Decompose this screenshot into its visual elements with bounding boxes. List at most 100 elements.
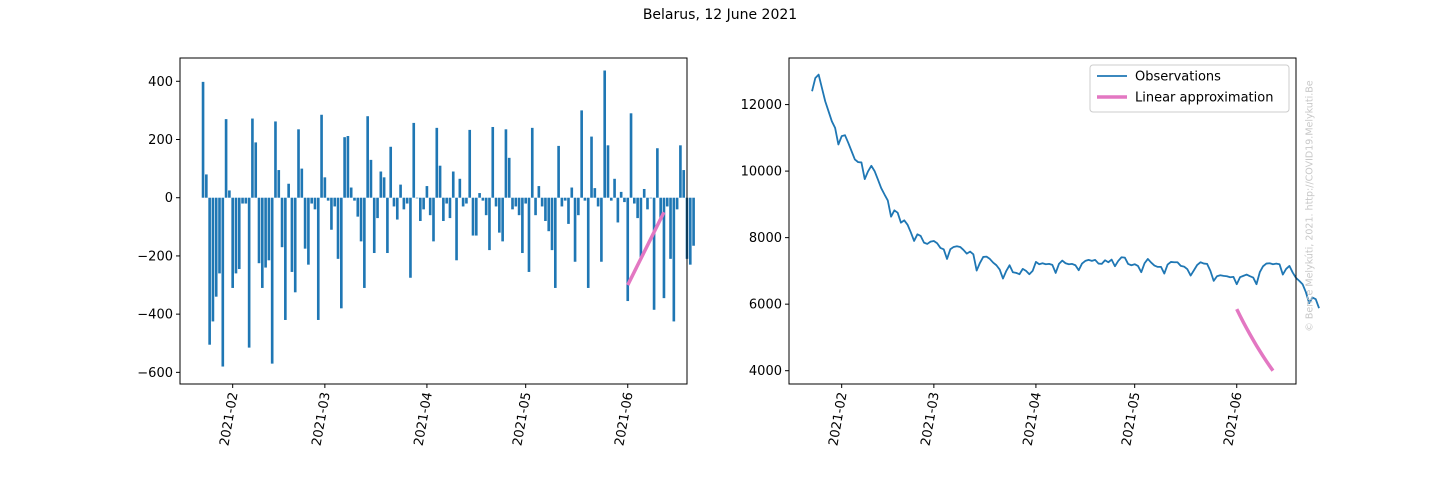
bar bbox=[484, 197, 488, 216]
bar bbox=[517, 197, 521, 216]
bar bbox=[234, 197, 238, 274]
bar bbox=[560, 197, 564, 207]
bar bbox=[224, 119, 228, 198]
bar bbox=[372, 197, 376, 254]
x-tick-label: 2021-03 bbox=[919, 391, 943, 447]
bar bbox=[596, 197, 600, 207]
bar bbox=[527, 197, 531, 272]
bar bbox=[544, 197, 547, 221]
bar bbox=[228, 190, 231, 198]
bar bbox=[419, 197, 422, 221]
bar bbox=[287, 183, 290, 198]
bar bbox=[682, 170, 686, 198]
bar bbox=[669, 197, 672, 259]
bar bbox=[633, 197, 636, 204]
bar bbox=[260, 197, 264, 288]
y-tick-label: 0 bbox=[165, 191, 173, 206]
x-tick-label: 2021-05 bbox=[510, 391, 534, 447]
legend-label: Linear approximation bbox=[1135, 91, 1273, 106]
bar bbox=[366, 116, 369, 198]
bar bbox=[488, 197, 491, 251]
x-tick-label: 2021-05 bbox=[1119, 391, 1143, 447]
bar bbox=[218, 197, 221, 274]
bar bbox=[646, 197, 649, 210]
bar bbox=[494, 197, 498, 207]
bar bbox=[675, 197, 679, 210]
observations-line bbox=[811, 73, 1320, 309]
bar bbox=[511, 197, 514, 210]
bar bbox=[323, 177, 327, 198]
bar bbox=[425, 186, 429, 198]
bar bbox=[326, 197, 330, 201]
x-tick-label: 2021-04 bbox=[1021, 391, 1045, 447]
bar bbox=[330, 197, 333, 230]
bar bbox=[247, 197, 251, 348]
bar bbox=[649, 197, 653, 199]
bar bbox=[264, 197, 267, 268]
bar bbox=[270, 197, 274, 364]
bar bbox=[481, 197, 485, 201]
approximation-line bbox=[1235, 308, 1275, 372]
bar bbox=[580, 110, 583, 198]
bar bbox=[376, 197, 379, 219]
bar bbox=[428, 197, 432, 216]
bar bbox=[313, 197, 317, 210]
bar bbox=[307, 197, 310, 265]
bar bbox=[619, 191, 623, 198]
bar bbox=[201, 81, 205, 198]
bar bbox=[573, 197, 577, 262]
bar bbox=[392, 197, 396, 207]
bar bbox=[501, 197, 504, 242]
bar bbox=[244, 197, 248, 204]
bar bbox=[316, 197, 320, 320]
y-tick-label: 10000 bbox=[741, 165, 782, 180]
bar bbox=[405, 197, 409, 204]
bar bbox=[363, 197, 366, 288]
bar bbox=[547, 197, 551, 232]
bar bbox=[606, 145, 610, 198]
bar bbox=[534, 197, 537, 216]
bar bbox=[293, 197, 297, 293]
y-tick-label: 6000 bbox=[749, 298, 782, 313]
bar bbox=[626, 197, 630, 302]
bar bbox=[553, 197, 557, 288]
bar bbox=[478, 193, 481, 198]
x-tick-label: 2021-02 bbox=[217, 391, 241, 447]
bar bbox=[251, 118, 254, 198]
bar bbox=[303, 197, 307, 249]
bar bbox=[642, 188, 646, 198]
bar bbox=[214, 197, 218, 297]
bar bbox=[609, 197, 613, 201]
bar bbox=[274, 121, 277, 198]
bar bbox=[600, 197, 603, 262]
y-tick-label: −400 bbox=[137, 308, 173, 323]
bar bbox=[340, 197, 343, 309]
bar bbox=[507, 157, 511, 198]
bar bbox=[583, 197, 587, 201]
bar bbox=[445, 197, 448, 204]
bar bbox=[208, 197, 211, 345]
bar bbox=[590, 136, 593, 198]
bar bbox=[537, 186, 541, 198]
bar bbox=[290, 197, 294, 272]
bar bbox=[280, 197, 284, 248]
axes-frame bbox=[179, 57, 688, 385]
legend-box bbox=[1089, 64, 1290, 113]
bar bbox=[613, 178, 616, 198]
legend: Observations Linear approximation bbox=[1089, 64, 1290, 113]
bar bbox=[504, 129, 508, 198]
bar bbox=[524, 197, 527, 204]
bar bbox=[353, 197, 356, 201]
bar bbox=[603, 70, 607, 198]
y-tick-label: −200 bbox=[137, 249, 173, 264]
bar bbox=[412, 122, 416, 198]
bar bbox=[336, 197, 340, 259]
bar bbox=[692, 197, 695, 246]
bar bbox=[267, 197, 271, 261]
bar bbox=[570, 187, 574, 198]
bar bbox=[593, 188, 597, 198]
bar bbox=[616, 197, 620, 223]
bar bbox=[320, 114, 323, 198]
